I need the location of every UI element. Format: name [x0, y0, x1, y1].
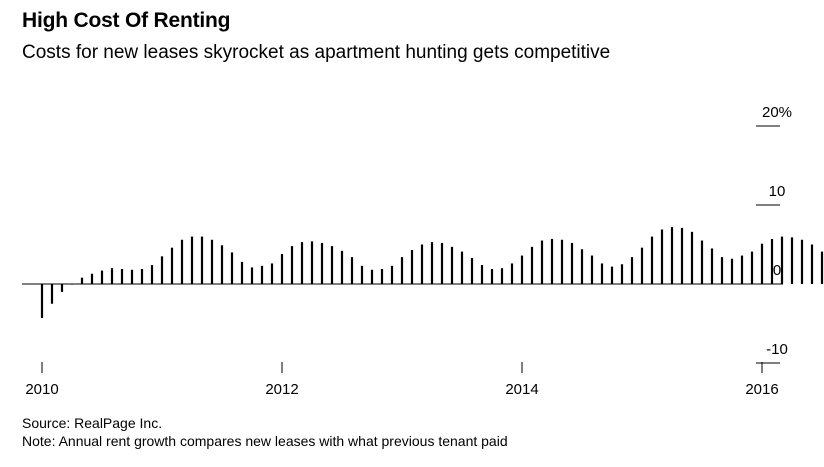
- chart-footer: Source: RealPage Inc. Note: Annual rent …: [22, 414, 508, 450]
- bar: [570, 242, 574, 284]
- bar: [70, 284, 74, 285]
- bar: [630, 257, 634, 284]
- y-axis: -10 0 10 20%: [756, 104, 792, 364]
- x-tick-label: 2016: [745, 381, 778, 398]
- chart-subtitle: Costs for new leases skyrocket as apartm…: [22, 42, 611, 63]
- bar: [150, 265, 154, 284]
- bars: [40, 227, 824, 318]
- bar: [170, 247, 174, 284]
- bar: [580, 249, 584, 284]
- bar: [380, 268, 384, 284]
- bar: [650, 236, 654, 284]
- chart-title: High Cost Of Renting: [22, 9, 231, 32]
- bar: [640, 247, 644, 284]
- y-tick-label: -10: [766, 341, 788, 358]
- bar: [460, 251, 464, 284]
- bar: [790, 237, 794, 284]
- bar: [400, 257, 404, 284]
- bar: [210, 239, 214, 284]
- bar: [130, 269, 134, 284]
- bar: [810, 244, 814, 284]
- bar: [820, 251, 824, 284]
- y-tick-label: 10: [769, 183, 786, 200]
- bar: [80, 277, 84, 284]
- bar: [620, 264, 624, 284]
- bar: [670, 227, 674, 284]
- bar: [770, 238, 774, 284]
- bar: [50, 284, 54, 304]
- x-tick-label: 2010: [25, 381, 58, 398]
- bar: [160, 256, 164, 284]
- bar: [740, 255, 744, 284]
- bar: [710, 248, 714, 284]
- bar: [60, 284, 64, 292]
- bar: [520, 255, 524, 284]
- bar: [490, 268, 494, 284]
- bar: [410, 250, 414, 284]
- bar: [420, 244, 424, 284]
- bar: [140, 268, 144, 284]
- bar: [780, 236, 784, 284]
- bar: [250, 267, 254, 284]
- bar: [480, 265, 484, 284]
- bar: [110, 268, 114, 284]
- bar: [190, 236, 194, 284]
- methodology-note: Note: Annual rent growth compares new le…: [22, 433, 508, 449]
- bar: [240, 261, 244, 284]
- bar: [330, 246, 334, 284]
- bar: [360, 265, 364, 284]
- bar: [680, 227, 684, 284]
- bar: [370, 269, 374, 284]
- bar: [530, 246, 534, 284]
- bar: [40, 284, 44, 318]
- bar: [100, 270, 104, 284]
- bar: [120, 268, 124, 284]
- bar: [470, 257, 474, 284]
- bar: [700, 240, 704, 284]
- bar: [350, 257, 354, 284]
- bar: [760, 243, 764, 284]
- x-axis: 201020122014201620182020: [25, 362, 779, 398]
- bar: [590, 255, 594, 284]
- bar: [600, 263, 604, 284]
- bar: [320, 242, 324, 284]
- x-tick-label: 2014: [505, 381, 538, 398]
- bar: [220, 245, 224, 284]
- bar: [660, 229, 664, 284]
- bar: [230, 252, 234, 284]
- bar: [720, 257, 724, 284]
- bar: [390, 265, 394, 284]
- bar: [510, 263, 514, 284]
- bar: [560, 239, 564, 284]
- y-tick-label: 0: [773, 262, 781, 279]
- bar: [610, 266, 614, 284]
- bar: [430, 242, 434, 284]
- bar: [550, 238, 554, 284]
- bar: [270, 263, 274, 284]
- bar: [690, 231, 694, 284]
- bar: [540, 240, 544, 284]
- bar: [260, 265, 264, 284]
- bar: [440, 242, 444, 284]
- bar: [90, 273, 94, 284]
- bar: [290, 246, 294, 284]
- bar: [200, 236, 204, 284]
- bar: [310, 241, 314, 284]
- bar: [300, 242, 304, 284]
- x-tick-label: 2012: [265, 381, 298, 398]
- bar: [180, 239, 184, 284]
- source-note: Source: RealPage Inc.: [22, 415, 163, 431]
- bar: [730, 258, 734, 284]
- y-tick-label: 20%: [762, 104, 792, 121]
- bar: [750, 251, 754, 284]
- bar: [800, 239, 804, 284]
- bar: [340, 250, 344, 284]
- bar: [500, 268, 504, 284]
- bar: [280, 253, 284, 284]
- bar: [450, 246, 454, 284]
